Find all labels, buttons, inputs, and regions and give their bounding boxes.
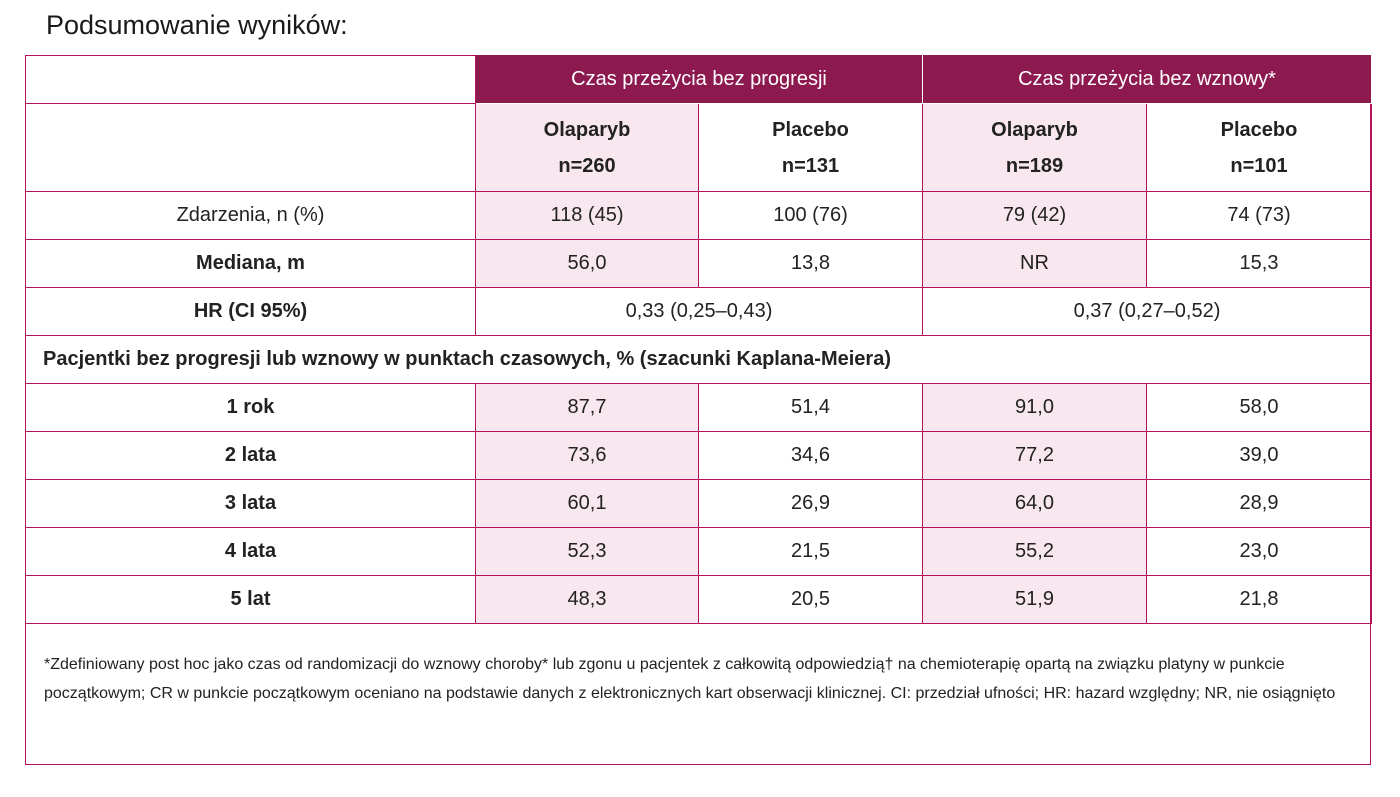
row-label: Mediana, m [25,239,476,288]
table-cell: 74 (73) [1146,191,1372,240]
results-table: Czas przeżycia bez progresji Czas przeży… [25,55,1372,624]
table-cell: 73,6 [475,431,699,480]
row-label: Zdarzenia, n (%) [25,191,476,240]
section-row: Pacjentki bez progresji lub wznowy w pun… [25,335,1372,384]
table-cell: 87,7 [475,383,699,432]
table-cell: 48,3 [475,575,699,624]
row-label: 1 rok [25,383,476,432]
table-row-timepoint: 5 lat 48,3 20,5 51,9 21,8 [25,575,1372,624]
arm-header-row: Olaparyb n=260 Placebo n=131 Olaparyb n=189… [25,103,1372,192]
table-cell: 21,5 [698,527,923,576]
section-label: Pacjentki bez progresji lub wznowy w pun… [25,335,1372,384]
table-cell: 23,0 [1146,527,1372,576]
table-cell: 55,2 [922,527,1147,576]
table-cell: 26,9 [698,479,923,528]
table-row-timepoint: 1 rok 87,7 51,4 91,0 58,0 [25,383,1372,432]
arm-header-pfs-olaparyb: Olaparyb n=260 [475,103,699,192]
table-cell: 0,37 (0,27–0,52) [922,287,1372,336]
row-label: 5 lat [25,575,476,624]
table-cell: 58,0 [1146,383,1372,432]
arm-header-pfs-placebo: Placebo n=131 [698,103,923,192]
row-label: HR (CI 95%) [25,287,476,336]
row-label: 3 lata [25,479,476,528]
table-row-events: Zdarzenia, n (%) 118 (45) 100 (76) 79 (4… [25,191,1372,240]
footnote: *Zdefiniowany post hoc jako czas od rand… [44,656,1336,702]
table-row-timepoint: 3 lata 60,1 26,9 64,0 28,9 [25,479,1372,528]
empty-arm-cell [25,103,476,192]
table-cell: 79 (42) [922,191,1147,240]
table-cell: 51,9 [922,575,1147,624]
table-cell: 118 (45) [475,191,699,240]
table-cell: 64,0 [922,479,1147,528]
table-cell: 56,0 [475,239,699,288]
table-cell: 34,6 [698,431,923,480]
arm-header-rfs-olaparyb: Olaparyb n=189 [922,103,1147,192]
table-row-hr: HR (CI 95%) 0,33 (0,25–0,43) 0,37 (0,27–… [25,287,1372,336]
table-cell: NR [922,239,1147,288]
table-cell: 39,0 [1146,431,1372,480]
empty-header-cell [25,55,476,104]
row-label: 4 lata [25,527,476,576]
table-cell: 100 (76) [698,191,923,240]
table-cell: 20,5 [698,575,923,624]
table-row-timepoint: 4 lata 52,3 21,5 55,2 23,0 [25,527,1372,576]
table-row-timepoint: 2 lata 73,6 34,6 77,2 39,0 [25,431,1372,480]
table-cell: 0,33 (0,25–0,43) [475,287,923,336]
table-row-median: Mediana, m 56,0 13,8 NR 15,3 [25,239,1372,288]
table-cell: 28,9 [1146,479,1372,528]
table-cell: 60,1 [475,479,699,528]
row-label: 2 lata [25,431,476,480]
page-title: Podsumowanie wyników: [46,10,348,40]
table-cell: 51,4 [698,383,923,432]
table-cell: 15,3 [1146,239,1372,288]
table-cell: 77,2 [922,431,1147,480]
group-header-row: Czas przeżycia bez progresji Czas przeży… [25,55,1372,104]
arm-header-rfs-placebo: Placebo n=101 [1146,103,1372,192]
table-cell: 52,3 [475,527,699,576]
table-cell: 13,8 [698,239,923,288]
table-cell: 21,8 [1146,575,1372,624]
group-header-pfs: Czas przeżycia bez progresji [475,55,923,104]
table-cell: 91,0 [922,383,1147,432]
group-header-rfs: Czas przeżycia bez wznowy* [922,55,1372,104]
